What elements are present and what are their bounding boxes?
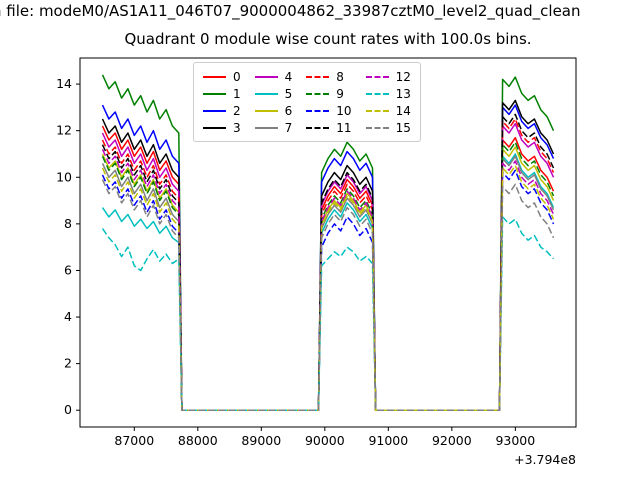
- legend-line-sample: [203, 126, 226, 129]
- series-line-9: [101, 141, 555, 411]
- legend-label: 11: [336, 120, 352, 135]
- legend-entry-5: 5: [254, 85, 293, 102]
- legend-line-sample: [254, 126, 278, 129]
- legend-line-sample: [365, 126, 389, 129]
- legend-line-sample: [365, 92, 389, 95]
- series-line-6: [101, 146, 555, 411]
- legend-line-sample: [365, 109, 389, 112]
- legend-entry-8: 8: [306, 68, 351, 85]
- y-tick-label: 2: [64, 356, 72, 371]
- legend-entry-12: 12: [365, 68, 411, 85]
- legend-line-sample: [306, 92, 330, 95]
- legend-entry-0: 0: [203, 68, 241, 85]
- file-path-header: n file: modeM0/AS1A11_046T07_9000004862_…: [0, 2, 581, 20]
- legend-entry-13: 13: [365, 85, 411, 102]
- legend-label: 7: [284, 120, 293, 135]
- legend: 0 1 2 3 4 5 6 7 8 9 10 11 12 13 14 15: [193, 62, 421, 142]
- legend-entry-9: 9: [306, 85, 351, 102]
- legend-label: 14: [395, 103, 411, 118]
- legend-line-sample: [203, 109, 226, 112]
- legend-label: 0: [233, 69, 241, 84]
- series-line-13: [101, 216, 555, 411]
- series-line-14: [101, 164, 555, 411]
- x-tick-label: 93000: [495, 433, 535, 448]
- x-tick-label: 91000: [368, 433, 408, 448]
- axes-frame: [79, 57, 577, 428]
- legend-entry-3: 3: [203, 119, 241, 136]
- legend-line-sample: [306, 75, 330, 78]
- legend-entry-11: 11: [306, 119, 352, 136]
- legend-line-sample: [306, 109, 330, 112]
- legend-label: 15: [395, 120, 411, 135]
- legend-entry-4: 4: [254, 68, 293, 85]
- legend-label: 1: [233, 86, 241, 101]
- legend-label: 10: [336, 103, 352, 118]
- series-line-10: [101, 169, 555, 411]
- series-line-3: [101, 99, 555, 411]
- legend-label: 13: [395, 86, 411, 101]
- legend-entry-2: 2: [203, 102, 241, 119]
- x-tick-label: 88000: [178, 433, 218, 448]
- legend-entry-10: 10: [306, 102, 352, 119]
- x-axis-offset-label: +3.794e8: [514, 452, 576, 467]
- legend-entry-6: 6: [254, 102, 293, 119]
- y-tick-label: 14: [56, 76, 72, 91]
- legend-label: 9: [336, 86, 344, 101]
- legend-label: 6: [284, 103, 293, 118]
- legend-label: 4: [284, 69, 293, 84]
- legend-label: 8: [336, 69, 344, 84]
- series-line-12: [101, 148, 555, 411]
- chart-title: Quadrant 0 module wise count rates with …: [124, 30, 532, 48]
- y-tick-label: 4: [64, 309, 72, 324]
- series-line-1: [101, 74, 555, 411]
- legend-line-sample: [254, 92, 278, 95]
- series-line-8: [101, 118, 555, 411]
- series-line-5: [101, 153, 555, 411]
- legend-entry-15: 15: [365, 119, 411, 136]
- series-line-0: [101, 125, 555, 411]
- y-tick-label: 12: [56, 123, 72, 138]
- legend-label: 3: [233, 120, 241, 135]
- legend-entry-1: 1: [203, 85, 241, 102]
- x-tick-label: 89000: [241, 433, 281, 448]
- x-tick-label: 90000: [305, 433, 345, 448]
- series-line-7: [101, 155, 555, 411]
- x-tick-label: 87000: [114, 433, 154, 448]
- legend-label: 5: [284, 86, 293, 101]
- legend-label: 12: [395, 69, 411, 84]
- legend-line-sample: [203, 92, 226, 95]
- legend-entry-7: 7: [254, 119, 293, 136]
- legend-line-sample: [254, 109, 278, 112]
- series-line-2: [101, 104, 555, 411]
- legend-line-sample: [365, 75, 389, 78]
- legend-line-sample: [306, 126, 330, 129]
- x-tick-label: 92000: [432, 433, 472, 448]
- y-tick-label: 0: [64, 402, 72, 417]
- legend-label: 2: [233, 103, 241, 118]
- y-tick-label: 10: [56, 169, 72, 184]
- series-line-11: [101, 113, 555, 411]
- legend-entry-14: 14: [365, 102, 411, 119]
- legend-line-sample: [203, 75, 226, 78]
- series-line-4: [101, 122, 555, 411]
- series-line-15: [101, 179, 555, 411]
- legend-line-sample: [254, 75, 278, 78]
- y-tick-label: 8: [64, 216, 72, 231]
- y-tick-label: 6: [64, 262, 72, 277]
